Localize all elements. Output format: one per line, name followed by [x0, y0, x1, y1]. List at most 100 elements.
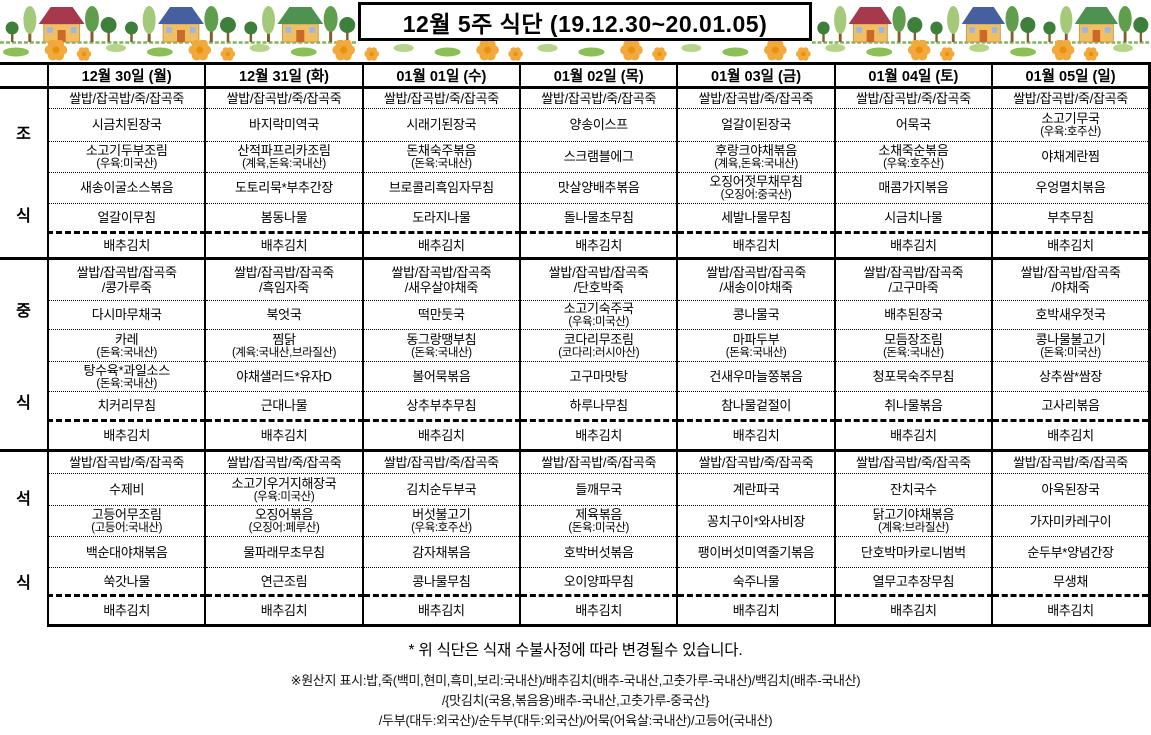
lunch-day2-item0: 쌀밥/잡곡밥/잡곡죽/새우살야채죽 — [361, 258, 521, 301]
breakfast-day3-item0: 쌀밥/잡곡밥/죽/잡곡죽 — [519, 87, 678, 109]
origin-line: /{맛김치(국용,볶음용)배추-국내산,고춧가루-중국산} — [441, 693, 710, 709]
day-header-3: 01월 02일 (목) — [519, 62, 678, 89]
dinner-day0-item1: 수제비 — [46, 473, 206, 506]
breakfast-day2-item2: 돈채숙주볶음 (돈육:국내산) — [361, 141, 521, 173]
lunch-day6-item3: 상추쌈*쌈장 — [991, 361, 1151, 392]
breakfast-day0-item4: 얼갈이무침 — [46, 203, 206, 233]
dinner-day6-item2: 가자미카레구이 — [991, 505, 1151, 537]
breakfast-day0-item3: 새송이굴소스볶음 — [46, 172, 206, 204]
dinner-day0-item0: 쌀밥/잡곡밥/죽/잡곡죽 — [46, 450, 206, 474]
dinner-day2-item0: 쌀밥/잡곡밥/죽/잡곡죽 — [361, 450, 521, 474]
breakfast-day4-item0: 쌀밥/잡곡밥/죽/잡곡죽 — [676, 87, 835, 109]
dinner-day5-item5: 배추김치 — [833, 594, 993, 628]
breakfast-day2-item0: 쌀밥/잡곡밥/죽/잡곡죽 — [361, 87, 521, 109]
origin-line: /두부(대두:외국산)/순두부(대두:외국산)/어묵(어육살:국내산)/고등어(… — [378, 713, 773, 729]
breakfast-day3-item4: 돌나물초무침 — [519, 203, 678, 233]
breakfast-day5-item3: 매콤가지볶음 — [833, 172, 993, 204]
lunch-day4-item1: 콩나물국 — [676, 299, 835, 330]
houses-trees-border-right — [812, 5, 1151, 44]
dinner-day5-item2: 닭고기야채볶음 (계육:브라질산) — [833, 505, 993, 537]
dinner-day4-item0: 쌀밥/잡곡밥/죽/잡곡죽 — [676, 450, 835, 474]
lunch-day1-item0: 쌀밥/잡곡밥/잡곡죽/흑임자죽 — [204, 258, 363, 301]
title-box: 12월 5주 식단 (19.12.30~20.01.05) — [358, 2, 812, 41]
lunch-day1-item5: 배추김치 — [204, 419, 363, 451]
lunch-day5-item0: 쌀밥/잡곡밥/잡곡죽/고구마죽 — [833, 258, 993, 301]
dinner-day2-item2: 버섯불고기 (우육:호주산) — [361, 505, 521, 537]
village-unit — [929, 5, 1036, 43]
lunch-day3-item1: 소고기숙주국 (우육:미국산) — [519, 299, 678, 330]
breakfast-day4-item4: 세발나물무침 — [676, 203, 835, 233]
breakfast-day6-item0: 쌀밥/잡곡밥/죽/잡곡죽 — [991, 87, 1151, 109]
lunch-day2-item3: 볼어묵볶음 — [361, 361, 521, 392]
dinner-day6-item0: 쌀밥/잡곡밥/죽/잡곡죽 — [991, 450, 1151, 474]
breakfast-day0-item2: 소고기두부조림 (우육:미국산) — [46, 141, 206, 173]
lunch-day2-item1: 떡만둣국 — [361, 299, 521, 330]
village-unit — [124, 5, 237, 43]
breakfast-day3-item3: 맛살양배추볶음 — [519, 172, 678, 204]
lunch-day0-item3: 탕수육*과일소스 (돈육:국내산) — [46, 361, 206, 392]
lunch-day3-item0: 쌀밥/잡곡밥/잡곡죽/단호박죽 — [519, 258, 678, 301]
dinner-day6-item4: 무생채 — [991, 567, 1151, 596]
breakfast-day5-item4: 시금치나물 — [833, 203, 993, 233]
dinner-day1-item4: 연근조림 — [204, 567, 363, 596]
dinner-day3-item5: 배추김치 — [519, 594, 678, 628]
origin-line: ※원산지 표시:밥,죽(백미,현미,흑미,보리:국내산)/배추김치(배추-국내산… — [290, 673, 861, 688]
breakfast-day3-item1: 양송이스프 — [519, 108, 678, 142]
lunch-day1-item4: 근대나물 — [204, 391, 363, 421]
village-unit — [1042, 5, 1149, 43]
page-title: 12월 5주 식단 (19.12.30~20.01.05) — [402, 10, 768, 37]
breakfast-day5-item1: 어묵국 — [833, 108, 993, 142]
dinner-day1-item3: 물파래무초무침 — [204, 536, 363, 568]
lunch-day0-item5: 배추김치 — [46, 419, 206, 451]
lunch-day3-item4: 하루나무침 — [519, 391, 678, 421]
breakfast-day4-item2: 후랑크야채볶음 (계육,돈육:국내산) — [676, 141, 835, 173]
dinner-day5-item3: 단호박마카로니범벅 — [833, 536, 993, 568]
breakfast-day5-item2: 소채죽순볶음 (우육:호주산) — [833, 141, 993, 173]
day-header-2: 01월 01일 (수) — [361, 62, 521, 89]
banner: 12월 5주 식단 (19.12.30~20.01.05) — [0, 0, 1151, 62]
breakfast-day3-item5: 배추김치 — [519, 231, 678, 259]
corner-cell — [0, 62, 48, 89]
breakfast-day6-item4: 부추무침 — [991, 203, 1151, 233]
dinner-day0-item5: 배추김치 — [46, 594, 206, 628]
lunch-day1-item1: 북엇국 — [204, 299, 363, 330]
breakfast-day2-item1: 시래기된장국 — [361, 108, 521, 142]
breakfast-day4-item5: 배추김치 — [676, 231, 835, 259]
section-breakfast: 조 식 쌀밥/잡곡밥/죽/잡곡죽 쌀밥/잡곡밥/죽/잡곡죽 쌀밥/잡곡밥/죽/잡곡죽 쌀밥… — [0, 87, 1151, 259]
dinner-day5-item4: 열무고추장무침 — [833, 567, 993, 596]
breakfast-day1-item5: 배추김치 — [204, 231, 363, 259]
dinner-day4-item3: 팽이버섯미역줄기볶음 — [676, 536, 835, 568]
dinner-day3-item4: 오이양파무침 — [519, 567, 678, 596]
breakfast-day4-item3: 오징어젓무채무침 (오징어:중국산) — [676, 172, 835, 204]
day-header-6: 01월 05일 (일) — [991, 62, 1151, 89]
village-unit — [5, 5, 118, 43]
breakfast-day6-item2: 야채계란찜 — [991, 141, 1151, 173]
lunch-day3-item5: 배추김치 — [519, 419, 678, 451]
lunch-day6-item5: 배추김치 — [991, 419, 1151, 451]
breakfast-day2-item4: 도라지나물 — [361, 203, 521, 233]
lunch-day4-item0: 쌀밥/잡곡밥/잡곡죽/새송이야채죽 — [676, 258, 835, 301]
dinner-day2-item1: 김치순두부국 — [361, 473, 521, 506]
change-note: * 위 식단은 식재 수불사정에 따라 변경될수 있습니다. — [408, 642, 743, 659]
dinner-day5-item0: 쌀밥/잡곡밥/죽/잡곡죽 — [833, 450, 993, 474]
menu-table: 12월 30일 (월) 12월 31일 (화) 01월 01일 (수) 01월 02일… — [0, 62, 1151, 628]
lunch-day5-item2: 모듬장조림 (돈육:국내산) — [833, 329, 993, 362]
dinner-day4-item5: 배추김치 — [676, 594, 835, 628]
breakfast-day5-item5: 배추김치 — [833, 231, 993, 259]
dinner-day3-item0: 쌀밥/잡곡밥/죽/잡곡죽 — [519, 450, 678, 474]
lunch-day2-item4: 상추부추무침 — [361, 391, 521, 421]
breakfast-day0-item0: 쌀밥/잡곡밥/죽/잡곡죽 — [46, 87, 206, 109]
village-unit — [816, 5, 923, 43]
breakfast-day1-item4: 봄동나물 — [204, 203, 363, 233]
day-header-1: 12월 31일 (화) — [204, 62, 363, 89]
day-header-0: 12월 30일 (월) — [46, 62, 206, 89]
breakfast-day2-item3: 브로콜리흑임자무침 — [361, 172, 521, 204]
lunch-day3-item2: 코다리무조림 (코다리:러시아산) — [519, 329, 678, 362]
lunch-day4-item5: 배추김치 — [676, 419, 835, 451]
origin-notes: ※원산지 표시:밥,죽(백미,현미,흑미,보리:국내산)/배추김치(배추-국내산… — [0, 671, 1151, 731]
lunch-day5-item1: 배추된장국 — [833, 299, 993, 330]
breakfast-day1-item0: 쌀밥/잡곡밥/죽/잡곡죽 — [204, 87, 363, 109]
dinner-day6-item5: 배추김치 — [991, 594, 1151, 628]
